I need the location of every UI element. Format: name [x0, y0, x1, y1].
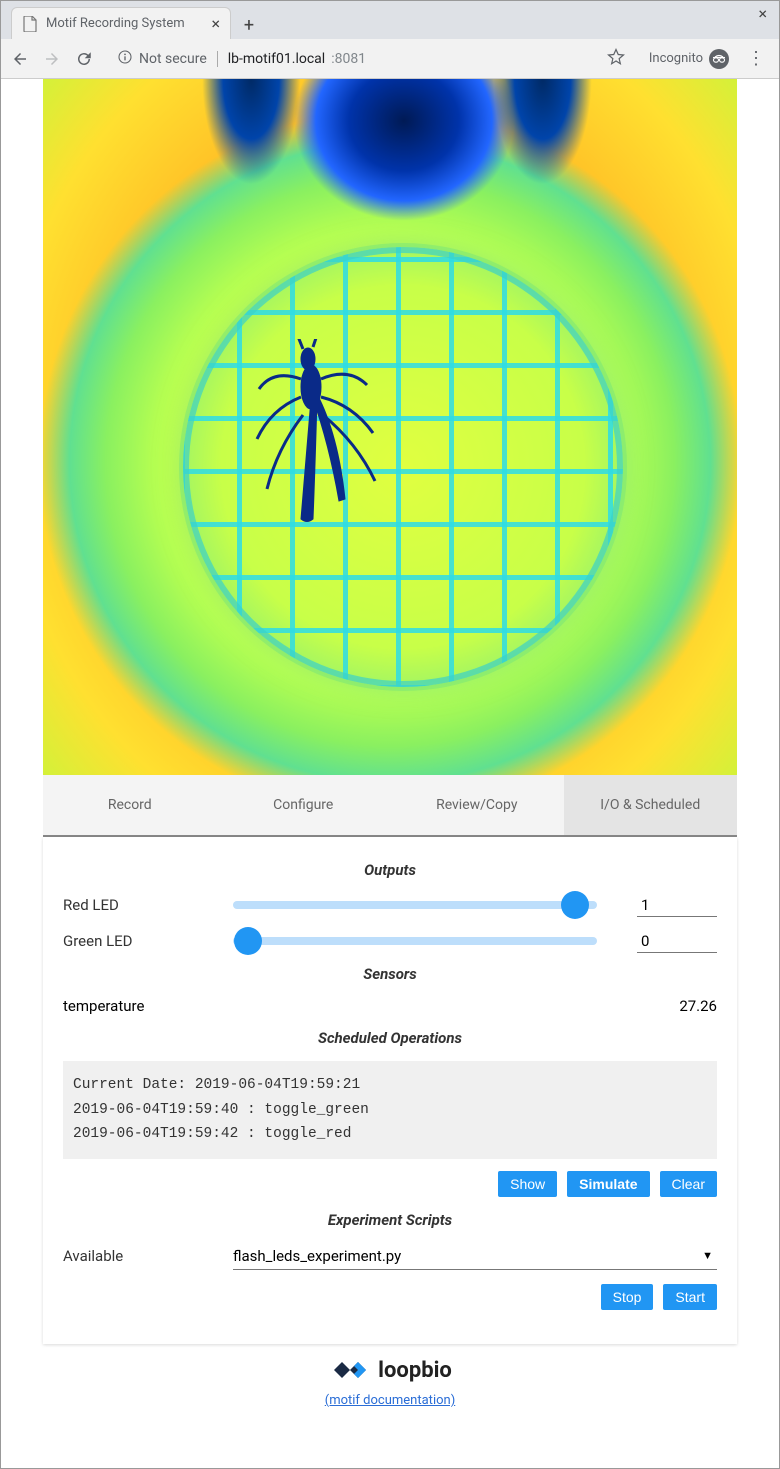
url-port: :8081 — [331, 51, 366, 67]
window-close-icon[interactable]: × — [752, 2, 773, 25]
browser-chrome: Motif Recording System × + × Not secure … — [1, 1, 779, 79]
scheduled-heading: Scheduled Operations — [63, 1029, 717, 1047]
sensors-heading: Sensors — [63, 965, 717, 983]
schedule-line: 2019-06-04T19:59:40 : toggle_green — [73, 1098, 707, 1123]
petri-dish — [183, 247, 623, 687]
tab-configure[interactable]: Configure — [217, 775, 391, 835]
slider-track — [233, 901, 597, 909]
red-led-slider[interactable] — [233, 893, 597, 917]
output-label: Red LED — [63, 896, 233, 914]
stop-button[interactable]: Stop — [601, 1284, 654, 1310]
slider-track — [233, 937, 597, 945]
sensor-value: 27.26 — [679, 997, 717, 1015]
slider-thumb[interactable] — [561, 891, 589, 919]
script-button-row: Stop Start — [63, 1284, 717, 1310]
page-footer: loopbio (motif documentation) — [43, 1344, 737, 1422]
address-separator — [217, 51, 218, 67]
reload-button[interactable] — [75, 50, 93, 68]
green-led-slider[interactable] — [233, 929, 597, 953]
tab-close-icon[interactable]: × — [211, 14, 220, 33]
incognito-badge: Incognito — [649, 49, 729, 69]
brand-name: loopbio — [378, 1358, 452, 1383]
outputs-heading: Outputs — [63, 861, 717, 879]
slider-thumb[interactable] — [234, 927, 262, 955]
camera-feed — [43, 79, 737, 775]
script-selected-value: flash_leds_experiment.py — [233, 1247, 401, 1265]
schedule-line: 2019-06-04T19:59:42 : toggle_red — [73, 1122, 707, 1147]
browser-tab-title: Motif Recording System — [46, 16, 185, 31]
tab-review-copy[interactable]: Review/Copy — [390, 775, 564, 835]
browser-tab-bar: Motif Recording System × + × — [1, 1, 779, 39]
green-led-value-input[interactable]: 0 — [637, 930, 717, 953]
incognito-icon — [709, 49, 729, 69]
page-content: Record Configure Review/Copy I/O & Sched… — [1, 79, 779, 1422]
document-icon — [22, 16, 38, 32]
browser-menu-button[interactable]: ⋮ — [743, 48, 769, 69]
browser-tab[interactable]: Motif Recording System × — [11, 7, 231, 39]
output-row-red-led: Red LED 1 — [63, 893, 717, 917]
bookmark-star-icon[interactable] — [607, 48, 625, 70]
output-label: Green LED — [63, 932, 233, 950]
red-led-value-input[interactable]: 1 — [637, 894, 717, 917]
app-tab-bar: Record Configure Review/Copy I/O & Sched… — [43, 775, 737, 837]
not-secure-label: Not secure — [139, 51, 207, 67]
tab-io-scheduled[interactable]: I/O & Scheduled — [564, 775, 738, 835]
clear-button[interactable]: Clear — [660, 1171, 717, 1197]
scripts-heading: Experiment Scripts — [63, 1211, 717, 1229]
show-button[interactable]: Show — [498, 1171, 557, 1197]
schedule-button-row: Show Simulate Clear — [63, 1171, 717, 1197]
url-host: lb-motif01.local — [228, 51, 325, 67]
new-tab-button[interactable]: + — [235, 11, 263, 39]
sensor-label: temperature — [63, 997, 144, 1015]
available-label: Available — [63, 1247, 233, 1265]
forward-button[interactable] — [43, 50, 61, 68]
loopbio-icon — [328, 1358, 372, 1382]
brand-logo: loopbio — [43, 1358, 737, 1383]
sensor-row-temperature: temperature 27.26 — [63, 997, 717, 1015]
tab-record[interactable]: Record — [43, 775, 217, 835]
schedule-current-date: Current Date: 2019-06-04T19:59:21 — [73, 1073, 707, 1098]
start-button[interactable]: Start — [663, 1284, 717, 1310]
schedule-log: Current Date: 2019-06-04T19:59:21 2019-0… — [63, 1061, 717, 1159]
back-button[interactable] — [11, 50, 29, 68]
output-row-green-led: Green LED 0 — [63, 929, 717, 953]
documentation-link[interactable]: (motif documentation) — [325, 1393, 455, 1408]
io-panel: Outputs Red LED 1 Green LED 0 Sensors te… — [43, 837, 737, 1344]
info-icon — [117, 49, 133, 69]
script-select-row: Available flash_leds_experiment.py ▼ — [63, 1243, 717, 1270]
chevron-down-icon: ▼ — [702, 1249, 713, 1262]
address-bar[interactable]: Not secure lb-motif01.local :8081 — [107, 45, 635, 73]
script-select[interactable]: flash_leds_experiment.py ▼ — [233, 1243, 717, 1270]
simulate-button[interactable]: Simulate — [567, 1171, 649, 1197]
incognito-label: Incognito — [649, 51, 703, 66]
browser-toolbar: Not secure lb-motif01.local :8081 Incogni… — [1, 39, 779, 79]
